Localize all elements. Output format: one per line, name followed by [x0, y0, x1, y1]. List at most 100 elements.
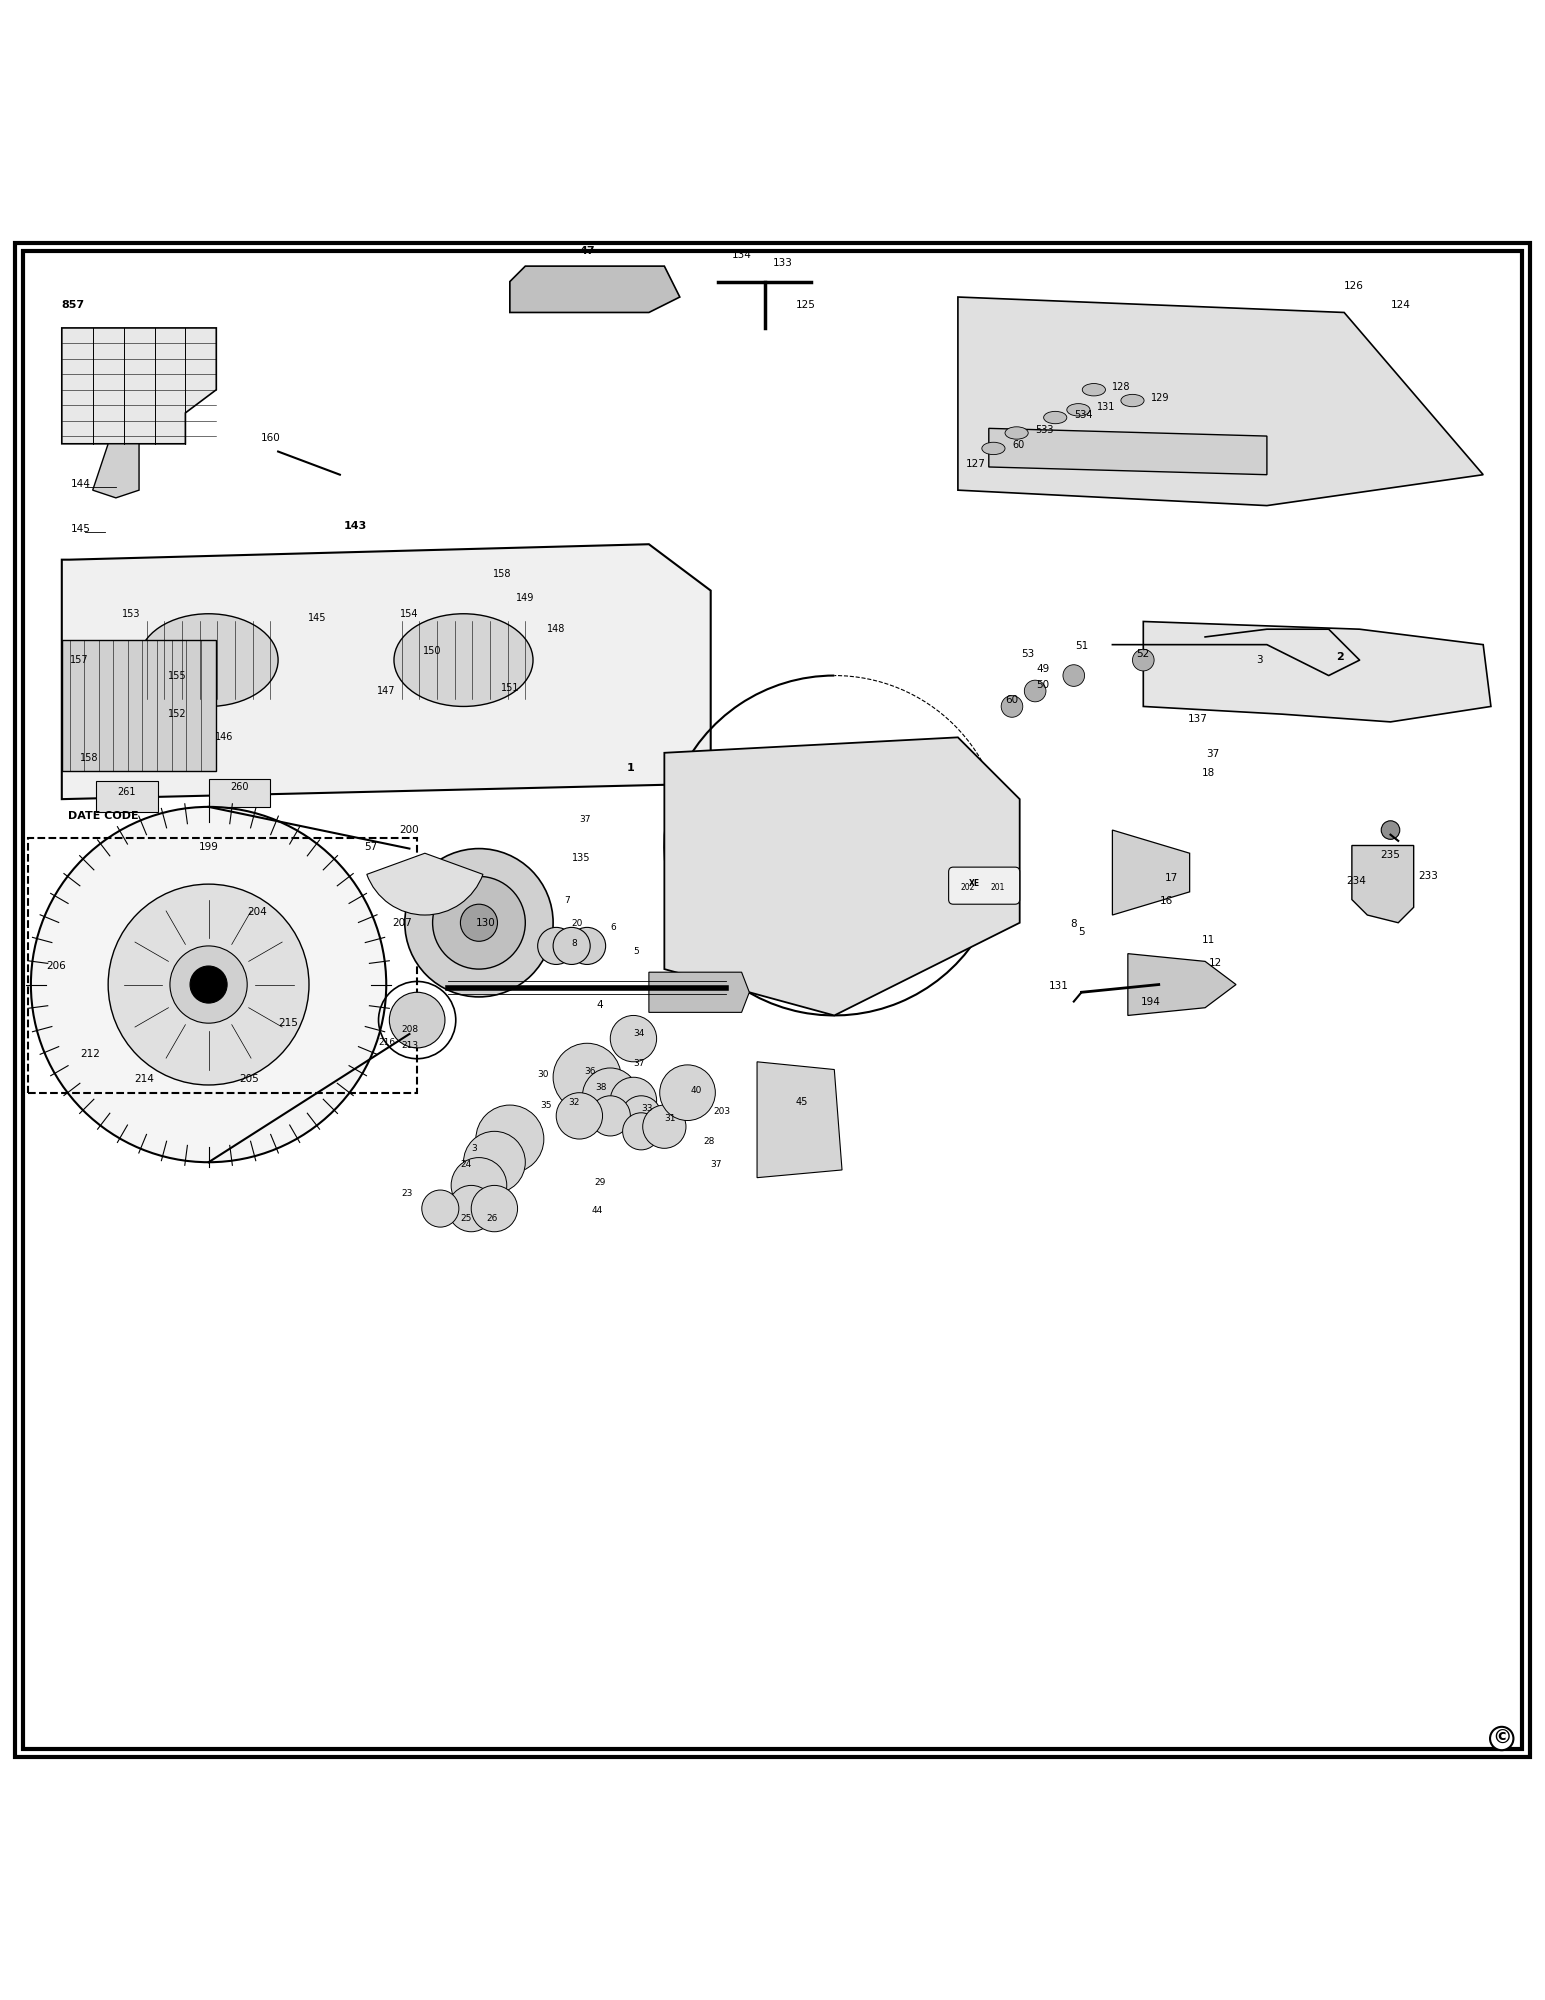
- Polygon shape: [62, 328, 216, 444]
- Text: 5: 5: [1078, 928, 1085, 938]
- Text: 16: 16: [1160, 896, 1173, 906]
- Text: 216: 216: [379, 1038, 396, 1046]
- Text: 207: 207: [392, 918, 411, 928]
- Circle shape: [538, 928, 575, 964]
- Bar: [96, 780, 158, 812]
- Text: 23: 23: [402, 1190, 413, 1198]
- Text: 147: 147: [377, 686, 396, 696]
- Text: 3: 3: [1256, 656, 1262, 666]
- Text: 143: 143: [343, 520, 368, 530]
- Polygon shape: [664, 738, 1020, 1016]
- Text: 8: 8: [1071, 920, 1077, 930]
- Text: 29: 29: [595, 1178, 606, 1188]
- Text: 125: 125: [796, 300, 816, 310]
- Circle shape: [1001, 696, 1023, 718]
- Text: 199: 199: [199, 842, 218, 852]
- Circle shape: [448, 1186, 494, 1232]
- Circle shape: [464, 1132, 525, 1194]
- Text: 51: 51: [1075, 642, 1088, 652]
- Circle shape: [476, 1106, 544, 1174]
- Text: 235: 235: [1381, 850, 1400, 860]
- Polygon shape: [1128, 954, 1236, 1016]
- Ellipse shape: [1006, 426, 1029, 440]
- Text: 20: 20: [572, 918, 582, 928]
- Text: 5: 5: [633, 946, 640, 956]
- Circle shape: [1024, 680, 1046, 702]
- Text: 36: 36: [584, 1068, 595, 1076]
- Polygon shape: [1143, 622, 1491, 722]
- Text: 45: 45: [796, 1098, 808, 1108]
- Circle shape: [621, 1096, 661, 1136]
- Circle shape: [460, 904, 497, 942]
- Circle shape: [451, 1158, 507, 1214]
- Text: 204: 204: [247, 908, 267, 918]
- Text: 53: 53: [1021, 650, 1034, 660]
- Text: 37: 37: [579, 816, 590, 824]
- Text: 38: 38: [595, 1082, 606, 1092]
- Text: 34: 34: [633, 1028, 644, 1038]
- Circle shape: [643, 1106, 686, 1148]
- Text: 127: 127: [966, 458, 986, 468]
- Ellipse shape: [394, 614, 533, 706]
- Ellipse shape: [1120, 394, 1143, 406]
- Text: 128: 128: [1112, 382, 1131, 392]
- Text: 37: 37: [1207, 750, 1219, 760]
- Circle shape: [433, 876, 525, 970]
- Polygon shape: [62, 544, 711, 800]
- Text: 37: 37: [711, 1160, 722, 1168]
- Text: 52: 52: [1137, 650, 1149, 660]
- Ellipse shape: [1082, 384, 1106, 396]
- Text: 534: 534: [1074, 410, 1092, 420]
- Text: 11: 11: [1202, 934, 1214, 944]
- Text: 214: 214: [134, 1074, 154, 1084]
- Circle shape: [31, 806, 386, 1162]
- Polygon shape: [989, 428, 1267, 474]
- Text: 44: 44: [592, 1206, 603, 1216]
- Circle shape: [170, 946, 247, 1024]
- Circle shape: [190, 966, 227, 1004]
- Text: 31: 31: [664, 1114, 675, 1122]
- Text: 1: 1: [626, 764, 635, 774]
- Polygon shape: [649, 972, 749, 1012]
- Circle shape: [1063, 664, 1085, 686]
- Wedge shape: [366, 854, 484, 916]
- Polygon shape: [757, 1062, 842, 1178]
- Text: 150: 150: [423, 646, 442, 656]
- Circle shape: [422, 1190, 459, 1228]
- Text: 260: 260: [230, 782, 249, 792]
- Text: 40: 40: [691, 1086, 701, 1094]
- Text: 33: 33: [641, 1104, 652, 1114]
- Text: 131: 131: [1049, 982, 1068, 992]
- Text: 26: 26: [487, 1214, 497, 1222]
- Text: 234: 234: [1347, 876, 1366, 886]
- Text: 12: 12: [1210, 958, 1222, 968]
- Text: 148: 148: [547, 624, 565, 634]
- Text: 194: 194: [1142, 996, 1160, 1006]
- Text: 158: 158: [80, 752, 99, 762]
- Text: 203: 203: [714, 1108, 731, 1116]
- Text: 202: 202: [961, 884, 975, 892]
- Text: 212: 212: [80, 1050, 100, 1060]
- Text: 205: 205: [239, 1074, 260, 1084]
- Text: 35: 35: [541, 1102, 552, 1110]
- Text: 8: 8: [572, 938, 578, 948]
- Text: 215: 215: [278, 1018, 298, 1028]
- Circle shape: [1132, 650, 1154, 670]
- Text: 153: 153: [122, 608, 141, 618]
- Polygon shape: [1112, 830, 1190, 916]
- Text: 49: 49: [1037, 664, 1049, 674]
- Circle shape: [582, 1068, 638, 1124]
- Circle shape: [556, 1092, 603, 1140]
- Circle shape: [590, 1096, 630, 1136]
- Circle shape: [553, 1044, 621, 1112]
- Text: 533: 533: [1035, 424, 1054, 434]
- Text: 261: 261: [117, 786, 136, 796]
- Text: 3: 3: [471, 1144, 477, 1154]
- Ellipse shape: [1066, 404, 1091, 416]
- Text: 126: 126: [1344, 282, 1364, 292]
- Ellipse shape: [983, 442, 1006, 454]
- Polygon shape: [93, 444, 139, 498]
- Bar: [62, 640, 216, 772]
- Text: 2: 2: [1336, 652, 1344, 662]
- Circle shape: [569, 928, 606, 964]
